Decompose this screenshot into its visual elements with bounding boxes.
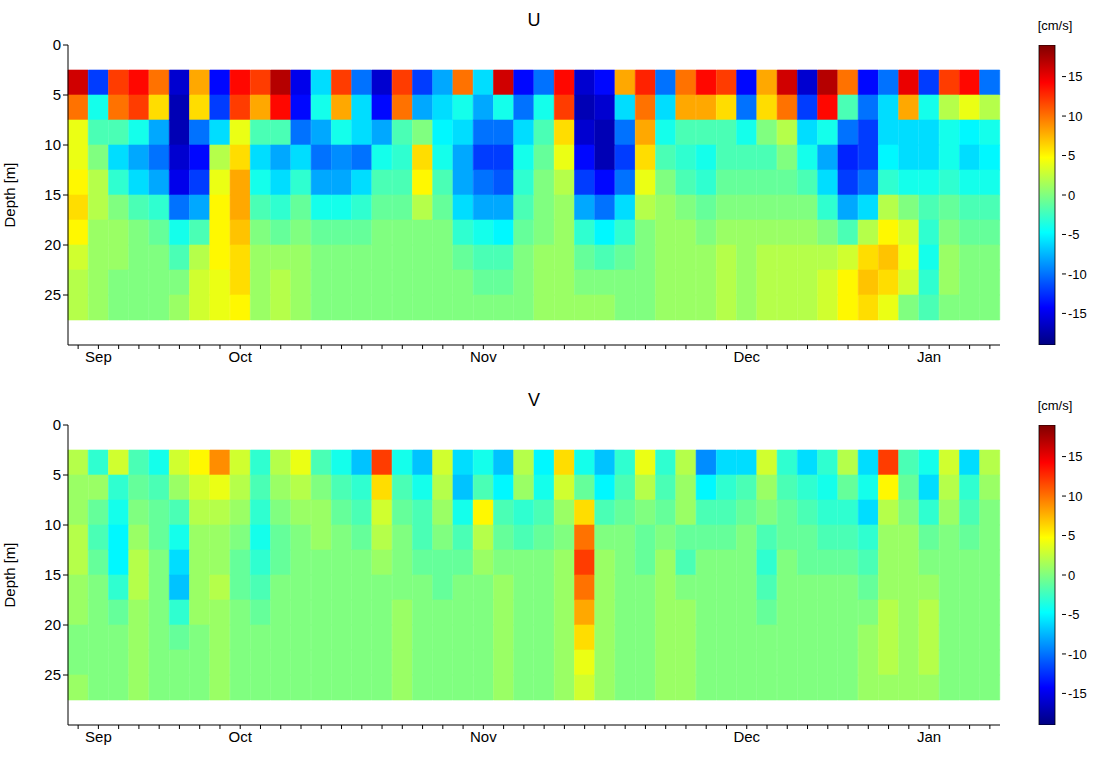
svg-text:-15: -15 — [1068, 686, 1087, 701]
svg-text:15: 15 — [1068, 449, 1082, 464]
html-text:V: V — [528, 390, 540, 410]
svg-text:Depth [m]: Depth [m] — [1, 542, 18, 607]
html-text:[cm/s]: [cm/s] — [1037, 398, 1073, 413]
svg-text:10: 10 — [44, 516, 61, 533]
svg-text:15: 15 — [1068, 69, 1082, 84]
svg-text:10: 10 — [44, 136, 61, 153]
svg-text:Nov: Nov — [470, 728, 497, 745]
svg-text:-5: -5 — [1068, 607, 1080, 622]
svg-text:5: 5 — [1068, 148, 1075, 163]
svg-text:Sep: Sep — [85, 348, 112, 365]
svg-text:Oct: Oct — [229, 728, 253, 745]
svg-text:Oct: Oct — [229, 348, 253, 365]
svg-text:-10: -10 — [1068, 267, 1087, 282]
svg-text:25: 25 — [44, 286, 61, 303]
svg-text:0: 0 — [1068, 568, 1075, 583]
html-text:[cm/s]: [cm/s] — [1037, 18, 1073, 33]
svg-text:-10: -10 — [1068, 647, 1087, 662]
svg-text:0: 0 — [1068, 188, 1075, 203]
svg-text:Depth [m]: Depth [m] — [1, 162, 18, 227]
svg-text:15: 15 — [44, 186, 61, 203]
svg-text:Nov: Nov — [470, 348, 497, 365]
html-text:U: U — [527, 10, 541, 30]
svg-text:Dec: Dec — [733, 348, 760, 365]
svg-text:Dec: Dec — [733, 728, 760, 745]
svg-text:Sep: Sep — [85, 728, 112, 745]
svg-text:5: 5 — [1068, 528, 1075, 543]
svg-text:5: 5 — [53, 86, 61, 103]
svg-text:10: 10 — [1068, 489, 1082, 504]
svg-text:20: 20 — [44, 236, 61, 253]
svg-text:15: 15 — [44, 566, 61, 583]
svg-text:Jan: Jan — [917, 348, 941, 365]
svg-text:20: 20 — [44, 616, 61, 633]
svg-text:25: 25 — [44, 666, 61, 683]
svg-text:-15: -15 — [1068, 306, 1087, 321]
svg-text:-5: -5 — [1068, 227, 1080, 242]
svg-text:5: 5 — [53, 466, 61, 483]
svg-text:0: 0 — [53, 416, 61, 433]
svg-text:Jan: Jan — [917, 728, 941, 745]
svg-text:0: 0 — [53, 36, 61, 53]
svg-text:10: 10 — [1068, 109, 1082, 124]
